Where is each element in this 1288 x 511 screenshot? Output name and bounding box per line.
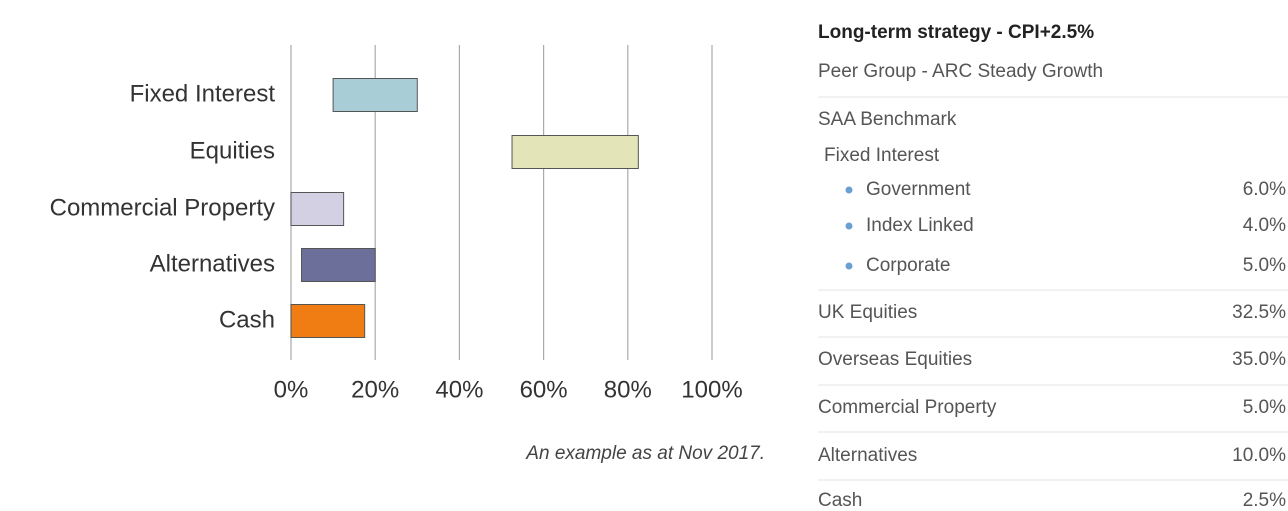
row-label: Peer Group - ARC Steady Growth	[818, 61, 1103, 82]
x-tick-label: 100%	[681, 376, 742, 403]
category-label: Cash	[219, 306, 275, 333]
category-label: Equities	[190, 137, 275, 164]
x-tick-label: 40%	[435, 376, 483, 403]
row-value: 4.0%	[1243, 215, 1286, 236]
row-value: 10.0%	[1232, 445, 1286, 466]
x-tick-label: 80%	[604, 376, 652, 403]
row-label: Overseas Equities	[818, 349, 972, 370]
row-value: 2.5%	[1243, 490, 1286, 511]
bar	[301, 248, 376, 282]
row-label: Government	[866, 179, 971, 200]
bar	[332, 78, 418, 112]
panel-title: Long-term strategy - CPI+2.5%	[818, 22, 1094, 43]
category-label: Commercial Property	[50, 194, 275, 221]
row-label: Index Linked	[866, 215, 974, 236]
row-value: 32.5%	[1232, 302, 1286, 323]
bar	[290, 192, 345, 226]
category-label: Alternatives	[150, 250, 275, 277]
x-tick-label: 20%	[351, 376, 399, 403]
bullet	[845, 186, 853, 194]
bullet	[845, 222, 853, 230]
row-label: Corporate	[866, 255, 951, 276]
bar	[511, 135, 639, 169]
x-tick-label: 0%	[274, 376, 309, 403]
row-label: Fixed Interest	[824, 145, 940, 166]
bullet	[845, 262, 853, 270]
bar	[290, 304, 366, 338]
row-value: 5.0%	[1243, 397, 1286, 418]
x-tick-label: 60%	[520, 376, 568, 403]
row-label: SAA Benchmark	[818, 109, 957, 130]
row-label: Cash	[818, 490, 862, 511]
category-label: Fixed Interest	[130, 80, 276, 107]
caption: An example as at Nov 2017.	[525, 443, 765, 464]
row-value: 5.0%	[1243, 255, 1286, 276]
row-value: 35.0%	[1232, 349, 1286, 370]
row-label: Alternatives	[818, 445, 917, 466]
row-value: 6.0%	[1243, 179, 1286, 200]
row-label: UK Equities	[818, 302, 917, 323]
row-label: Commercial Property	[818, 397, 997, 418]
